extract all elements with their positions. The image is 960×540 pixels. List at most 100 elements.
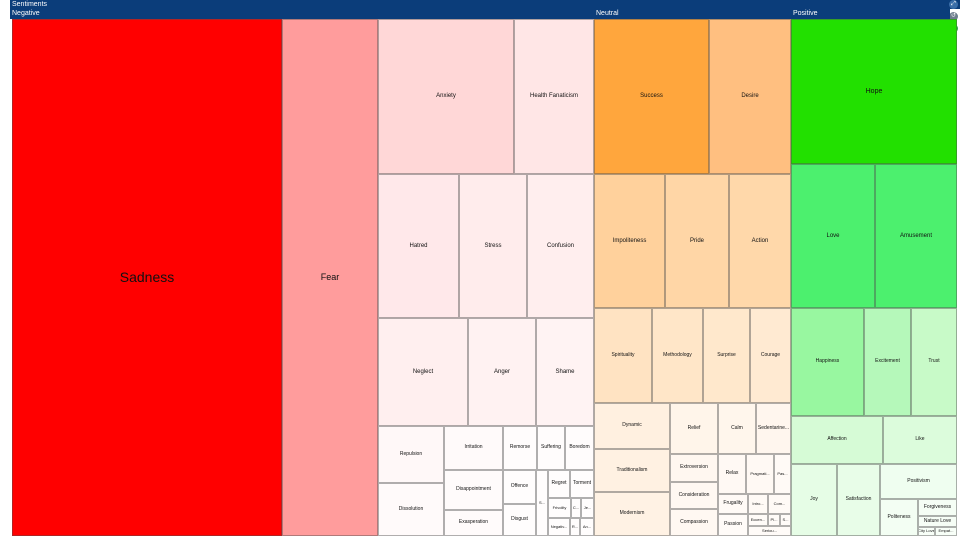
treemap-tile-label: Pride [689,237,704,244]
treemap-tile-traditionalism-1-10[interactable]: Traditionalism [594,449,670,492]
treemap-tile-pragmati-1-19[interactable]: Pragmati... [746,454,774,494]
treemap-tile-label: Positivism [907,477,930,484]
treemap-tile-pl-1-26[interactable]: Pl... [768,514,780,526]
treemap-tile-label: Joy [810,496,818,503]
treemap-tile-confusion-0-6[interactable]: Confusion [527,174,594,318]
treemap-tile-love-2-1[interactable]: Love [791,164,875,308]
treemap-tile-spirituality-1-5[interactable]: Spirituality [594,308,652,403]
treemap-tile-je-0-25[interactable]: Je... [581,498,594,518]
treemap-tile-r-0-27[interactable]: R... [570,518,580,536]
treemap-tile-fear-0-1[interactable]: Fear [282,19,378,536]
treemap-tile-nature-love-2-13[interactable]: Nature Love [918,516,957,527]
treemap-tile-label: Anxiety [436,93,456,100]
treemap-tile-excitement-2-4[interactable]: Excitement [864,308,911,416]
treemap-tile-pride-1-3[interactable]: Pride [665,174,729,308]
treemap-tile-irritation-0-12[interactable]: Irritation [444,426,503,470]
treemap-tile-affection-2-6[interactable]: Affection [791,416,883,464]
treemap-tile-offence-0-18[interactable]: Offence [503,470,536,504]
treemap-tile-anger-0-8[interactable]: Anger [468,318,536,426]
treemap-tile-stress-0-5[interactable]: Stress [459,174,527,318]
treemap-tile-label: Satisfaction [845,496,872,503]
treemap-tile-disappointment-0-13[interactable]: Disappointment [444,470,503,510]
treemap-tile-boredom-0-17[interactable]: Boredom [565,426,594,470]
treemap-tile-label: Sadness [119,268,175,285]
treemap-tile-negativ-0-26[interactable]: Negativ... [548,518,570,536]
treemap-tile-happiness-2-3[interactable]: Happiness [791,308,864,416]
treemap-tile-com-1-23[interactable]: Com... [768,494,791,514]
treemap-tile-pas-1-20[interactable]: Pas... [774,454,791,494]
treemap-tile-seriou-1-28[interactable]: Seriou... [748,526,791,536]
treemap-tile-joy-2-8[interactable]: Joy [791,464,837,536]
treemap-tile-intro-1-22[interactable]: Intro... [748,494,768,514]
treemap-tile-exasperation-0-14[interactable]: Exasperation [444,510,503,536]
treemap-tile-eccen-1-25[interactable]: Eccen... [748,514,768,526]
treemap-tile-s-0-20[interactable]: S... [536,470,548,536]
expand-icon[interactable]: ⤢ [949,0,958,9]
treemap-tile-an-0-28[interactable]: An... [580,518,594,536]
treemap-tile-passion-1-24[interactable]: Passion [718,514,748,536]
treemap-tile-hope-2-0[interactable]: Hope [791,19,957,164]
treemap-tile-s-1-27[interactable]: S... [780,514,791,526]
treemap-tile-action-1-4[interactable]: Action [729,174,791,308]
treemap-tile-politeness-2-11[interactable]: Politeness [880,499,918,536]
treemap-tile-label: Impoliteness [612,237,647,244]
treemap-tile-success-1-0[interactable]: Success [594,19,709,174]
treemap-tile-torment-0-22[interactable]: Torment [570,470,594,498]
treemap-tile-label: Relax [725,470,739,477]
treemap-tile-label: Spirituality [611,351,635,358]
chart-title-bar: Sentiments [10,0,960,9]
treemap-tile-sedentarine-1-14[interactable]: Sedentarine... [756,403,791,454]
treemap-tile-like-2-7[interactable]: Like [883,416,957,464]
treemap-tile-label: Consideration [678,491,710,498]
treemap-tile-extroversion-1-15[interactable]: Extroversion [670,454,718,482]
treemap-tile-satisfaction-2-9[interactable]: Satisfaction [837,464,880,536]
treemap-tile-forgiveness-2-12[interactable]: Forgiveness [918,499,957,516]
treemap-tile-disgust-0-19[interactable]: Disgust [503,504,536,536]
treemap-tile-hatred-0-4[interactable]: Hatred [378,174,459,318]
treemap-tile-label: Repulsion [399,450,423,457]
treemap-tile-relax-1-18[interactable]: Relax [718,454,746,494]
treemap-tile-dynamic-1-9[interactable]: Dynamic [594,403,670,449]
treemap-tile-anxiety-0-2[interactable]: Anxiety [378,19,514,174]
treemap-tile-methodology-1-6[interactable]: Methodology [652,308,703,403]
treemap-tile-consideration-1-16[interactable]: Consideration [670,482,718,509]
treemap-tile-dissolution-0-11[interactable]: Dissolution [378,483,444,536]
treemap-tile-modernism-1-11[interactable]: Modernism [594,492,670,536]
treemap-tile-frivolity-0-23[interactable]: Frivolity [548,498,571,518]
treemap-tile-repulsion-0-10[interactable]: Repulsion [378,426,444,483]
reset-icon[interactable]: ↺ [949,12,958,21]
treemap-tile-regret-0-21[interactable]: Regret [548,470,570,498]
treemap-tile-surprise-1-7[interactable]: Surprise [703,308,750,403]
treemap-tile-city-love-2-14[interactable]: City Love [918,527,935,536]
treemap-tile-health-fanaticism-0-3[interactable]: Health Fanaticism [514,19,594,174]
treemap-tile-label: Hatred [409,242,428,249]
treemap-tile-label: Surprise [717,351,736,358]
treemap-tile-frugality-1-21[interactable]: Frugality [718,494,748,514]
treemap-tile-c-0-24[interactable]: C... [571,498,581,518]
group-header-positive[interactable]: Positive [791,9,950,19]
treemap-tile-impoliteness-1-2[interactable]: Impoliteness [594,174,665,308]
treemap-tile-desire-1-1[interactable]: Desire [709,19,791,174]
treemap-tile-label: Suffering [541,444,561,451]
treemap-tile-remorse-0-15[interactable]: Remorse [503,426,537,470]
treemap-tile-label: Torment [572,480,592,487]
group-header-negative[interactable]: Negative [10,9,594,19]
treemap-tile-trust-2-5[interactable]: Trust [911,308,957,416]
treemap-tile-positivism-2-10[interactable]: Positivism [880,464,957,499]
treemap-tile-amusement-2-2[interactable]: Amusement [875,164,957,308]
group-header-neutral[interactable]: Neutral [594,9,791,19]
treemap-tile-relief-1-12[interactable]: Relief [670,403,718,454]
treemap-tile-sadness-0-0[interactable]: Sadness [12,19,282,536]
treemap-tile-compassion-1-17[interactable]: Compassion [670,509,718,536]
treemap-tile-label: Fear [320,271,340,282]
treemap-tile-neglect-0-7[interactable]: Neglect [378,318,468,426]
treemap-tile-label: Love [826,232,840,239]
treemap-tile-courage-1-8[interactable]: Courage [750,308,791,403]
treemap-tile-calm-1-13[interactable]: Calm [718,403,756,454]
treemap-tile-empat-2-15[interactable]: Empat... [935,527,957,536]
treemap-tile-label: Frivolity [552,504,567,510]
treemap-tile-shame-0-9[interactable]: Shame [536,318,594,426]
treemap-tile-suffering-0-16[interactable]: Suffering [537,426,565,470]
treemap-tile-label: Courage [760,351,781,358]
